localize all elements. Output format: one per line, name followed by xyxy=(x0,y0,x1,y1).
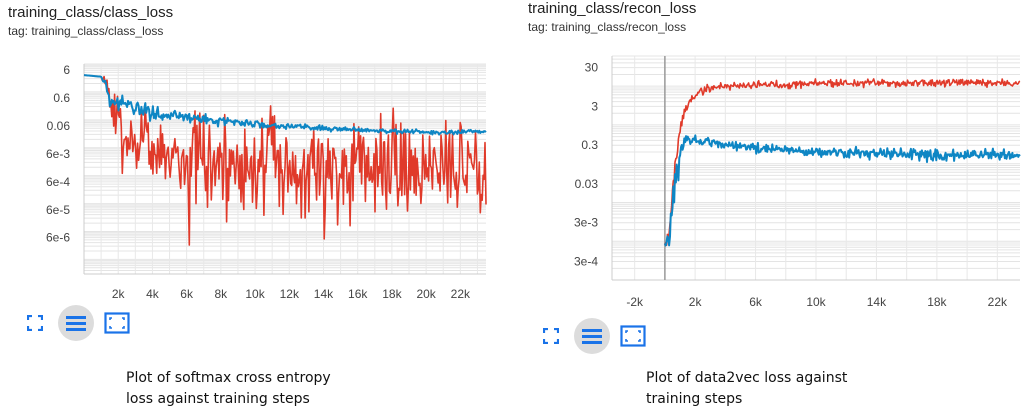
fit-domain-button[interactable] xyxy=(104,310,130,336)
chart-caption: Plot of data2vec loss against training s… xyxy=(646,368,847,410)
chart-controls xyxy=(22,305,130,341)
x-tick-label: 10k xyxy=(245,287,265,301)
y-tick-label: 3e-3 xyxy=(574,216,598,230)
chart-card-class-loss: training_class/class_loss tag: training_… xyxy=(0,0,500,416)
y-tick-label: 0.03 xyxy=(575,177,599,191)
series-line xyxy=(83,74,487,136)
data-selection-button[interactable] xyxy=(58,305,94,341)
y-tick-label: 0.06 xyxy=(47,119,71,133)
chart-tag: tag: training_class/class_loss xyxy=(8,24,164,38)
grid xyxy=(83,63,486,275)
y-tick-label: 6 xyxy=(63,63,70,77)
x-tick-label: 22k xyxy=(988,295,1008,309)
class-loss-chart[interactable]: 6 0.6 0.06 6e-3 6e-4 6e-5 6e-6 2k 4k 6k 8k 10k 12k 14… xyxy=(0,50,490,305)
x-tick-label: 16k xyxy=(348,287,368,301)
expand-icon xyxy=(543,328,559,344)
series-line xyxy=(664,78,1021,246)
x-tick-label: 10k xyxy=(806,295,826,309)
expand-button[interactable] xyxy=(22,310,48,336)
recon-loss-chart[interactable]: 30 3 0.3 0.03 3e-3 3e-4 -2k 2k 6k 10k 14k 18k 22k xyxy=(520,44,1022,324)
x-tick-label: 2k xyxy=(112,287,126,301)
x-tick-label: 12k xyxy=(280,287,300,301)
x-tick-label: 2k xyxy=(689,295,703,309)
data-selection-button[interactable] xyxy=(574,318,610,354)
series-line xyxy=(83,74,487,246)
data-selection-icon xyxy=(582,329,602,344)
y-tick-label: 3 xyxy=(591,99,598,113)
x-tick-label: 8k xyxy=(215,287,229,301)
x-tick-label: -2k xyxy=(626,295,644,309)
y-tick-label: 6e-4 xyxy=(46,175,70,189)
caption-line: loss against training steps xyxy=(126,391,310,407)
x-tick-label: 18k xyxy=(382,287,402,301)
series-line xyxy=(663,134,1021,247)
fit-domain-button[interactable] xyxy=(620,323,646,349)
caption-line: Plot of data2vec loss against xyxy=(646,370,848,386)
x-tick-label: 6k xyxy=(180,287,194,301)
chart-tag: tag: training_class/recon_loss xyxy=(528,20,687,34)
caption-line: Plot of softmax cross entropy xyxy=(126,370,331,386)
fit-domain-icon xyxy=(104,312,130,334)
data-selection-icon xyxy=(66,316,86,331)
chart-caption: Plot of softmax cross entropy loss again… xyxy=(126,368,331,410)
y-tick-label: 6e-3 xyxy=(46,147,70,161)
x-tick-label: 6k xyxy=(749,295,763,309)
x-tick-label: 22k xyxy=(451,287,471,301)
chart-title: training_class/recon_loss xyxy=(528,0,697,17)
fit-domain-icon xyxy=(620,325,646,347)
x-tick-label: 18k xyxy=(927,295,947,309)
caption-line: training steps xyxy=(646,391,743,407)
grid xyxy=(612,55,1020,281)
chart-title: training_class/class_loss xyxy=(8,4,174,21)
chart-controls xyxy=(538,318,646,354)
x-tick-label: 20k xyxy=(416,287,436,301)
y-tick-label: 6e-6 xyxy=(46,231,70,245)
x-tick-label: 14k xyxy=(314,287,334,301)
y-tick-label: 0.3 xyxy=(581,138,598,152)
y-tick-label: 6e-5 xyxy=(46,203,70,217)
y-tick-label: 30 xyxy=(585,61,599,75)
chart-card-recon-loss: training_class/recon_loss tag: training_… xyxy=(520,0,1022,416)
y-tick-label: 0.6 xyxy=(53,91,70,105)
x-tick-label: 4k xyxy=(146,287,160,301)
expand-icon xyxy=(27,315,43,331)
x-tick-label: 14k xyxy=(867,295,887,309)
expand-button[interactable] xyxy=(538,323,564,349)
y-tick-label: 3e-4 xyxy=(574,255,598,269)
